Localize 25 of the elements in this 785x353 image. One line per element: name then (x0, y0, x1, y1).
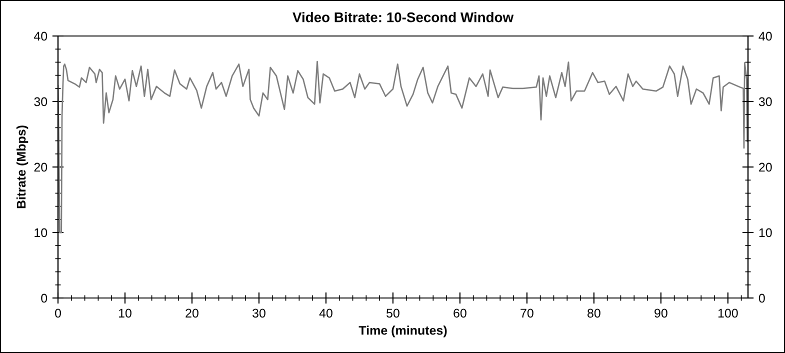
x-tick-label: 20 (186, 308, 198, 318)
y2-tick-label: 40 (758, 32, 772, 41)
y-tick-label: 40 (34, 32, 48, 41)
y-tick-label: 30 (34, 97, 48, 106)
x-tick-label: 40 (319, 308, 332, 318)
x-axis-title: Time (minutes) (358, 326, 447, 338)
x-tick-label: 10 (118, 308, 132, 318)
x-tick-label: 80 (588, 308, 600, 318)
x-tick-label: 90 (654, 308, 668, 318)
y2-tick-label: 30 (758, 97, 772, 106)
y2-tick-label: 20 (759, 162, 772, 172)
x-tick-label: 70 (520, 308, 534, 318)
y-axis-title: Bitrate (Mbps) (16, 126, 28, 208)
x-tick-label: 50 (386, 308, 400, 318)
y2-tick-label: 0 (758, 294, 765, 303)
chart-title: Video Bitrate: 10-Second Window (292, 12, 514, 22)
y-tick-label: 20 (34, 162, 48, 172)
y-tick-label: 10 (34, 228, 48, 238)
x-tick-label: 0 (55, 308, 61, 318)
x-tick-label: 30 (252, 308, 266, 318)
line-series (58, 60, 748, 234)
y2-tick-label: 10 (759, 228, 772, 238)
x-tick-label: 100 (718, 308, 738, 318)
x-tick-label: 60 (454, 308, 466, 318)
y-tick-label: 0 (41, 294, 48, 303)
